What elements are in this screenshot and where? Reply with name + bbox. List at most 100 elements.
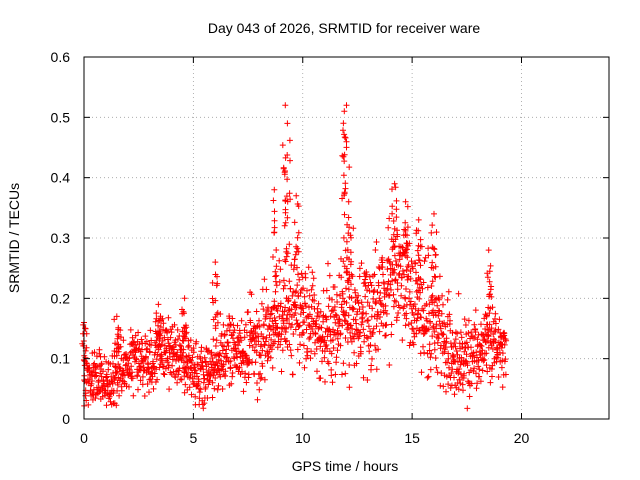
data-point [369,355,375,362]
data-point [160,370,167,377]
data-point [268,310,275,317]
data-point [345,214,352,221]
data-point [340,120,347,127]
data-point [214,273,220,280]
data-point [351,349,358,356]
data-point [269,364,276,371]
data-point [365,323,372,330]
data-point [373,366,380,373]
data-point [438,310,445,317]
data-point [200,405,207,412]
data-point [185,352,192,359]
data-point [100,368,106,375]
data-point [306,292,313,299]
data-point [398,292,405,299]
data-point [443,388,449,395]
data-point [431,246,438,253]
data-point [481,356,488,363]
data-point [287,157,293,164]
data-point [396,270,403,277]
data-point [402,322,409,329]
data-point [181,295,188,302]
data-point [357,329,364,336]
data-point [284,120,291,127]
data-point [188,365,195,372]
data-point [188,391,195,398]
data-point [415,216,422,223]
data-point [431,299,438,306]
data-point [271,298,278,305]
data-point [283,337,290,344]
data-point [444,359,451,366]
data-point [113,402,120,409]
data-point [231,327,238,334]
data-point [386,292,393,299]
data-point [483,362,490,369]
data-point [430,245,437,252]
data-point [343,102,350,109]
data-point [169,362,176,369]
data-point [304,345,311,352]
data-point [343,138,350,145]
data-point [452,336,459,343]
data-point [440,301,446,308]
data-point [150,358,157,365]
data-point [263,286,270,293]
data-point [484,270,491,277]
data-point [266,348,273,355]
data-point [421,349,428,356]
data-point [341,158,348,165]
data-point [358,299,365,306]
data-point [270,197,277,204]
data-point [148,337,155,344]
data-point [219,347,226,354]
data-point [195,361,202,368]
data-point [284,214,291,221]
data-point [342,370,349,377]
data-point [128,363,135,370]
data-point [282,197,289,204]
data-point [414,280,421,287]
data-point [115,333,122,340]
data-point [415,227,422,234]
data-point [161,334,168,341]
data-point [322,378,328,385]
data-point [473,349,480,356]
data-point [209,394,216,401]
data-point [282,168,288,174]
data-point [171,321,178,328]
data-point [424,317,430,324]
data-point [308,286,315,293]
data-point [478,321,484,328]
data-point [317,308,324,315]
data-point [343,268,350,275]
data-point [471,321,478,328]
data-point [430,324,436,331]
data-point [427,320,434,326]
data-point [149,373,156,380]
data-point [193,338,200,345]
data-point [359,304,366,310]
data-point [358,260,365,267]
data-point [143,353,149,360]
data-point [394,314,400,321]
data-point [132,332,139,339]
data-point [283,245,290,252]
data-point [403,315,410,322]
data-point [367,279,374,286]
data-point [329,337,336,343]
data-point [471,365,478,372]
data-point [455,290,462,297]
data-point [456,366,463,372]
data-point [480,357,487,364]
data-point [325,303,332,310]
data-point [281,222,288,229]
data-point [91,360,98,367]
data-point [283,253,290,260]
data-point [186,384,193,391]
data-point [280,277,287,284]
data-point [360,374,367,381]
data-point [292,251,299,258]
data-point [473,370,479,377]
data-point [171,346,177,353]
